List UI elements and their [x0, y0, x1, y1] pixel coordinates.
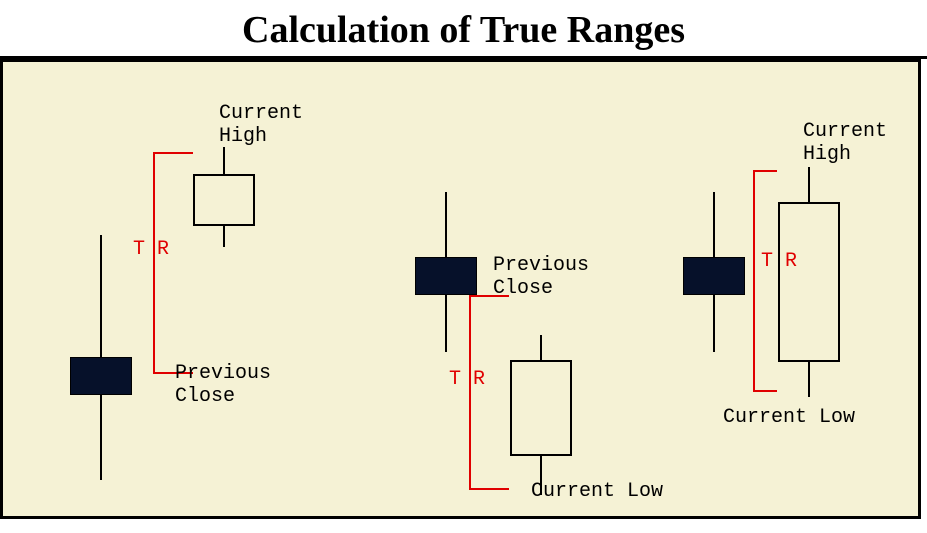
curr-candle-body [778, 202, 840, 362]
tr-label: T R [449, 370, 485, 390]
page-title: Calculation of True Ranges [0, 0, 927, 59]
diagram-canvas: T R Current High Previous Close T R Prev… [0, 59, 921, 519]
tr-bracket [153, 152, 193, 374]
tr-bracket [469, 295, 509, 490]
current-high-label: Current High [803, 120, 887, 166]
previous-close-label: Previous Close [493, 254, 589, 300]
prev-candle-body [683, 257, 745, 295]
prev-candle-body [415, 257, 477, 295]
curr-candle-body [193, 174, 255, 226]
prev-candle-body [70, 357, 132, 395]
current-low-label: Current Low [531, 480, 663, 503]
curr-candle-body [510, 360, 572, 456]
tr-label: T R [761, 252, 797, 272]
tr-bracket [753, 170, 777, 392]
tr-label: T R [133, 240, 169, 260]
current-high-label: Current High [219, 102, 303, 148]
previous-close-label: Previous Close [175, 362, 271, 408]
current-low-label: Current Low [723, 406, 855, 429]
